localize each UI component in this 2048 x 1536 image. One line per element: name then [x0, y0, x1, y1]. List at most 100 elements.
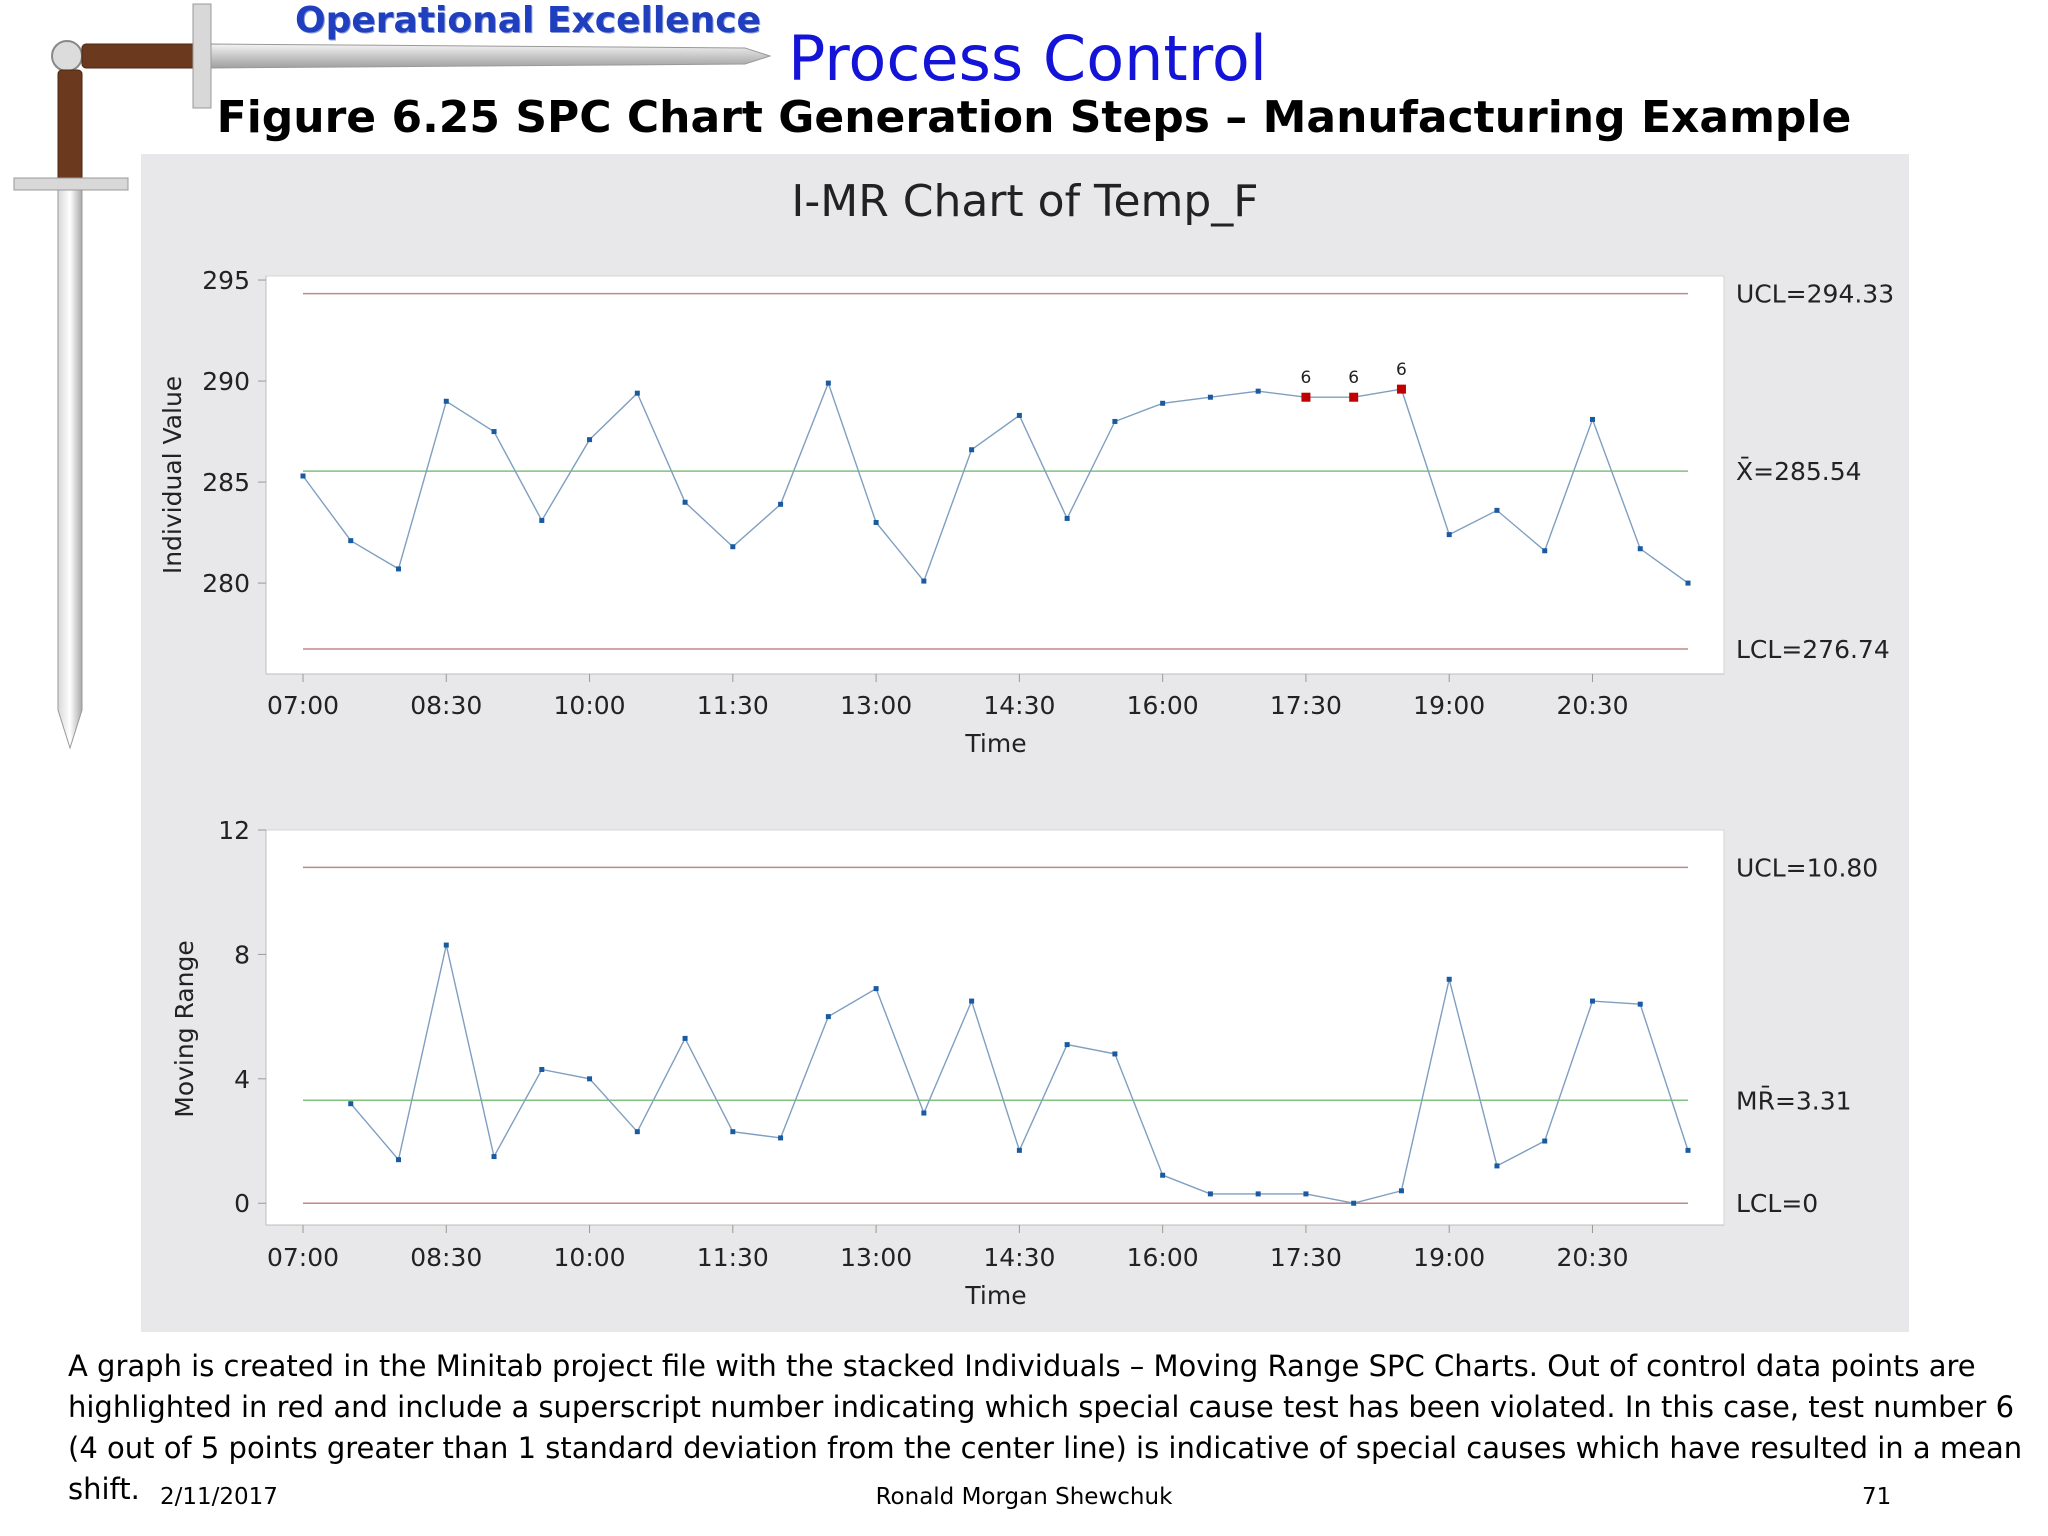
moving-range-data-point [969, 998, 975, 1004]
moving-range-data-point [1303, 1191, 1309, 1197]
individuals-data-point [778, 501, 784, 507]
moving-range-y-tick-label: 8 [234, 940, 250, 969]
moving-range-data-point [825, 1014, 831, 1020]
caption-line: A graph is created in the Minitab projec… [68, 1349, 1976, 1383]
moving-range-y-tick-label: 12 [218, 816, 250, 845]
individuals-data-point [1064, 515, 1070, 521]
individuals-x-tick-label: 17:30 [1270, 691, 1342, 720]
individuals-x-tick-label: 16:00 [1127, 691, 1199, 720]
moving-range-data-point [778, 1135, 784, 1141]
individuals-test-label: 6 [1301, 368, 1312, 388]
individuals-data-point [348, 538, 354, 544]
individuals-ucl-label: UCL=294.33 [1736, 280, 1894, 309]
moving-range-data-point [682, 1035, 688, 1041]
moving-range-data-point [348, 1101, 354, 1107]
individuals-data-point [1207, 394, 1213, 400]
sword-icon [13, 3, 772, 750]
individuals-x-tick-label: 13:00 [840, 691, 912, 720]
moving-range-x-tick-label: 13:00 [840, 1243, 912, 1272]
individuals-data-point [969, 447, 975, 453]
individuals-y-tick-label: 285 [202, 468, 250, 497]
individuals-data-point [396, 566, 402, 572]
individuals-x-tick-label: 08:30 [410, 691, 482, 720]
footer-page-number: 71 [1862, 1484, 1892, 1510]
moving-range-data-point [491, 1154, 497, 1160]
moving-range-data-point [921, 1110, 927, 1116]
moving-range-x-axis-label: Time [964, 1281, 1026, 1310]
moving-range-x-tick-label: 17:30 [1270, 1243, 1342, 1272]
individuals-data-point [1685, 580, 1691, 586]
caption-line: (4 out of 5 points greater than 1 standa… [68, 1431, 2023, 1506]
individuals-y-tick-label: 280 [202, 569, 250, 598]
individuals-x-tick-label: 20:30 [1556, 691, 1628, 720]
individuals-x-tick-label: 10:00 [554, 691, 626, 720]
moving-range-data-point [1542, 1138, 1548, 1144]
moving-range-data-point [1016, 1147, 1022, 1153]
individuals-data-point [1494, 507, 1500, 513]
moving-range-data-point [1064, 1042, 1070, 1048]
chart-title: I-MR Chart of Temp_F [791, 176, 1258, 227]
individuals-y-tick-label: 295 [202, 266, 250, 295]
moving-range-data-point [730, 1129, 736, 1135]
moving-range-x-tick-label: 11:30 [697, 1243, 769, 1272]
moving-range-data-point [873, 986, 879, 992]
moving-range-x-tick-label: 16:00 [1127, 1243, 1199, 1272]
moving-range-lcl-label: LCL=0 [1736, 1189, 1818, 1218]
individuals-x-tick-label: 14:30 [983, 691, 1055, 720]
moving-range-data-point [1255, 1191, 1261, 1197]
moving-range-x-tick-label: 08:30 [410, 1243, 482, 1272]
individuals-data-point [825, 380, 831, 386]
individuals-data-point [443, 398, 449, 404]
moving-range-data-point [1112, 1051, 1118, 1057]
moving-range-data-point [1160, 1172, 1166, 1178]
individuals-data-point [1160, 400, 1166, 406]
individuals-data-point [491, 429, 497, 435]
moving-range-data-point [443, 942, 449, 948]
moving-range-plot-area [265, 829, 1725, 1226]
individuals-x-tick-label: 19:00 [1413, 691, 1485, 720]
footer-author: Ronald Morgan Shewchuk [875, 1484, 1173, 1510]
individuals-flagged-point [1301, 392, 1311, 402]
individuals-data-point [634, 390, 640, 396]
moving-range-data-point [539, 1066, 545, 1072]
individuals-data-point [873, 519, 879, 525]
individuals-data-point [1255, 388, 1261, 394]
individuals-data-point [1637, 546, 1643, 552]
individuals-data-point [587, 437, 593, 443]
individuals-data-point [300, 473, 306, 479]
moving-range-x-tick-label: 10:00 [554, 1243, 626, 1272]
individuals-y-tick-label: 290 [202, 367, 250, 396]
footer-date: 2/11/2017 [160, 1484, 278, 1510]
moving-range-ucl-label: UCL=10.80 [1736, 853, 1878, 882]
moving-range-data-point [587, 1076, 593, 1082]
moving-range-center-label: MR̄=3.31 [1736, 1086, 1852, 1116]
page-title: Process Control [788, 22, 1268, 95]
individuals-data-point [1446, 532, 1452, 538]
individuals-lcl-label: LCL=276.74 [1736, 635, 1890, 664]
moving-range-data-point [1398, 1188, 1404, 1194]
individuals-plot-area [265, 275, 1725, 675]
moving-range-y-axis-label: Moving Range [170, 940, 199, 1118]
brand-title: Operational Excellence [295, 0, 761, 41]
individuals-y-axis-label: Individual Value [158, 376, 187, 574]
individuals-data-point [1589, 416, 1595, 422]
individuals-test-label: 6 [1348, 368, 1359, 388]
individuals-data-point [539, 517, 545, 523]
moving-range-y-tick-label: 0 [234, 1189, 250, 1218]
moving-range-data-point [1446, 976, 1452, 982]
moving-range-data-point [1494, 1163, 1500, 1169]
moving-range-y-tick-label: 4 [234, 1065, 250, 1094]
individuals-x-axis-label: Time [964, 729, 1026, 758]
moving-range-data-point [1685, 1147, 1691, 1153]
moving-range-data-point [1637, 1001, 1643, 1007]
individuals-center-label: X̄=285.54 [1736, 457, 1862, 487]
moving-range-x-tick-label: 19:00 [1413, 1243, 1485, 1272]
individuals-data-point [682, 499, 688, 505]
individuals-data-point [921, 578, 927, 584]
individuals-data-point [1016, 412, 1022, 418]
individuals-data-point [1112, 418, 1118, 424]
imr-chart: I-MR Chart of Temp_F 280 285 290 295 07:00 08:… [158, 176, 1894, 1310]
figure-title: Figure 6.25 SPC Chart Generation Steps –… [216, 92, 1852, 143]
moving-range-x-tick-label: 14:30 [983, 1243, 1055, 1272]
moving-range-data-point [634, 1129, 640, 1135]
